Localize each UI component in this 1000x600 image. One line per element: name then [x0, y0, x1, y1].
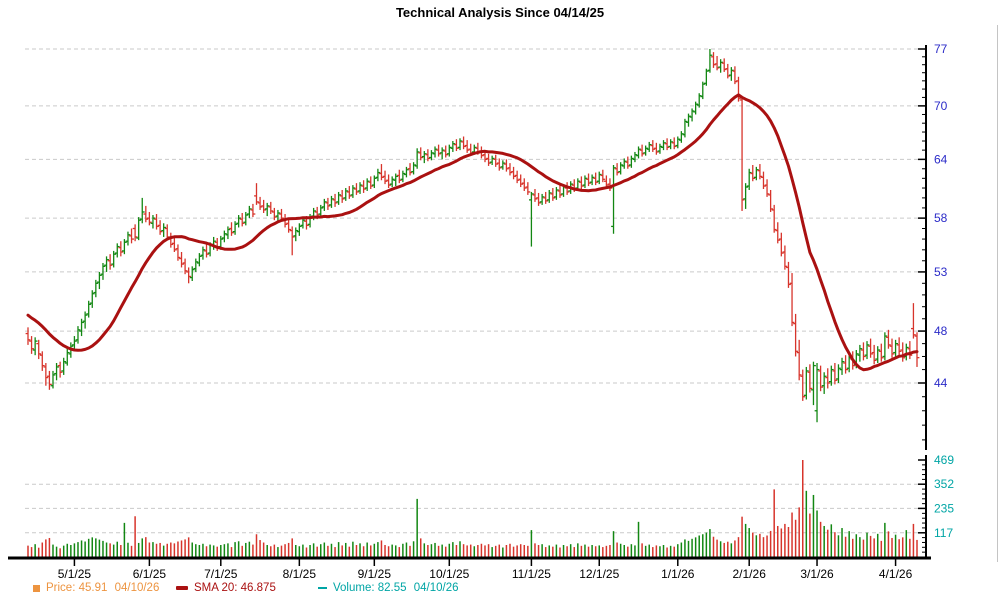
volume-legend-label: Volume: 82.55 [333, 582, 407, 594]
chart-title: Technical Analysis Since 04/14/25 [395, 5, 605, 20]
date-axis-label: 9/1/25 [358, 567, 392, 581]
legend-item-sma: SMA 20: 46.875 [176, 582, 276, 594]
date-axis-label: 8/1/25 [283, 567, 317, 581]
date-axis-label: 5/1/25 [58, 567, 92, 581]
date-axis-label: 4/1/26 [879, 567, 913, 581]
volume-axis-label: 117 [934, 526, 953, 540]
sma-line [26, 93, 919, 372]
price-legend-date: 04/10/26 [114, 582, 160, 594]
date-axis-label: 6/1/25 [133, 567, 167, 581]
ohlc-bars [25, 49, 920, 423]
price-axis-label: 64 [934, 152, 948, 166]
price-axis-label: 70 [934, 99, 948, 113]
date-axis-label: 3/1/26 [800, 567, 834, 581]
legend: Price: 45.91 04/10/26 SMA 20: 46.875 Vol… [0, 582, 1000, 598]
x-axis: 5/1/25 6/1/25 7/1/25 8/1/25 9/1/25 10/1/25 11/… [8, 556, 931, 581]
date-axis-label: 11/1/25 [512, 567, 551, 581]
date-axis-label: 1/1/26 [661, 567, 695, 581]
volume-axis-label: 352 [934, 477, 954, 491]
date-axis-label: 10/1/25 [429, 567, 469, 581]
date-axis-label: 2/1/26 [733, 567, 767, 581]
price-axis-label: 48 [934, 324, 948, 338]
chart-right-border [997, 25, 998, 562]
volume-axis-label: 469 [934, 453, 954, 467]
price-legend-label: Price: 45.91 [46, 582, 108, 594]
legend-item-volume: Volume: 82.55 04/10/26 [318, 582, 459, 594]
legend-item-price: Price: 45.91 04/10/26 [33, 582, 159, 594]
sma-legend-label: SMA 20: 46.875 [194, 582, 276, 594]
price-axis-label: 53 [934, 265, 948, 279]
price-axis-label: 58 [934, 211, 948, 225]
price-axis-label: 77 [934, 42, 948, 56]
gridlines [25, 48, 925, 534]
price-legend-icon [33, 584, 40, 592]
volume-axis: 469 352 235 117 [918, 453, 954, 558]
volume-bars [27, 460, 918, 557]
volume-legend-date: 04/10/26 [413, 582, 459, 594]
price-axis-label: 44 [934, 376, 948, 390]
sma-legend-icon [176, 586, 188, 590]
price-axis: 77 70 64 58 53 48 44 [918, 42, 948, 450]
date-axis-label: 12/1/25 [579, 567, 619, 581]
date-axis-label: 7/1/25 [204, 567, 238, 581]
volume-axis-label: 235 [934, 501, 954, 515]
volume-legend-icon [318, 587, 327, 589]
